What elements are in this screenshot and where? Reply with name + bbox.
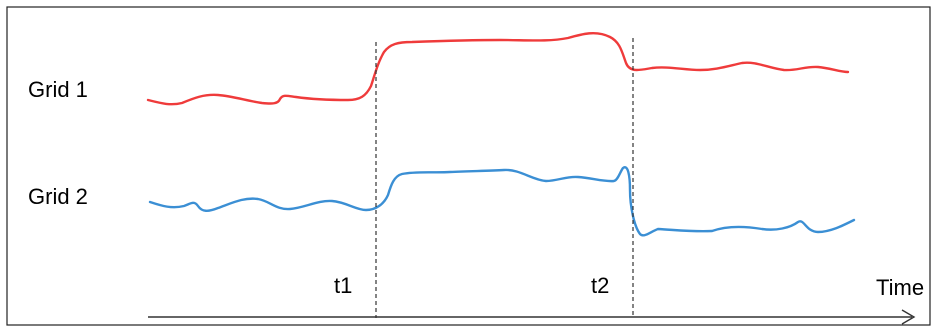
time-axis-label: Time [876, 275, 924, 300]
grid-1-label: Grid 1 [28, 77, 88, 102]
t1-marker-label: t1 [334, 273, 352, 298]
t2-marker-label: t2 [591, 273, 609, 298]
grid-2-signal-line [148, 166, 856, 237]
time-axis-arrowhead [901, 309, 916, 325]
figure-border [6, 6, 931, 326]
grid-1-signal-line [146, 31, 850, 106]
grid-2-label: Grid 2 [28, 184, 88, 209]
